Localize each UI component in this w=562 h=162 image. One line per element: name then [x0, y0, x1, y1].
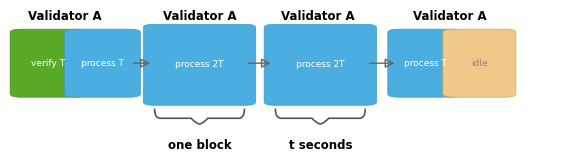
FancyBboxPatch shape — [10, 29, 86, 97]
Text: idle: idle — [471, 59, 488, 68]
FancyBboxPatch shape — [143, 24, 256, 105]
Text: Validator A: Validator A — [280, 10, 355, 23]
Text: Validator A: Validator A — [413, 10, 487, 23]
Text: verify T: verify T — [31, 59, 65, 68]
Text: t seconds: t seconds — [289, 139, 352, 152]
Text: process T: process T — [404, 59, 447, 68]
Text: process 2T: process 2T — [175, 60, 224, 69]
FancyBboxPatch shape — [443, 29, 516, 97]
Text: process T: process T — [81, 59, 124, 68]
Text: Validator A: Validator A — [28, 10, 102, 23]
Text: Validator A: Validator A — [162, 10, 237, 23]
FancyBboxPatch shape — [264, 24, 377, 105]
FancyBboxPatch shape — [65, 29, 140, 97]
FancyBboxPatch shape — [388, 29, 464, 97]
Text: one block: one block — [167, 139, 232, 152]
Text: process 2T: process 2T — [296, 60, 345, 69]
